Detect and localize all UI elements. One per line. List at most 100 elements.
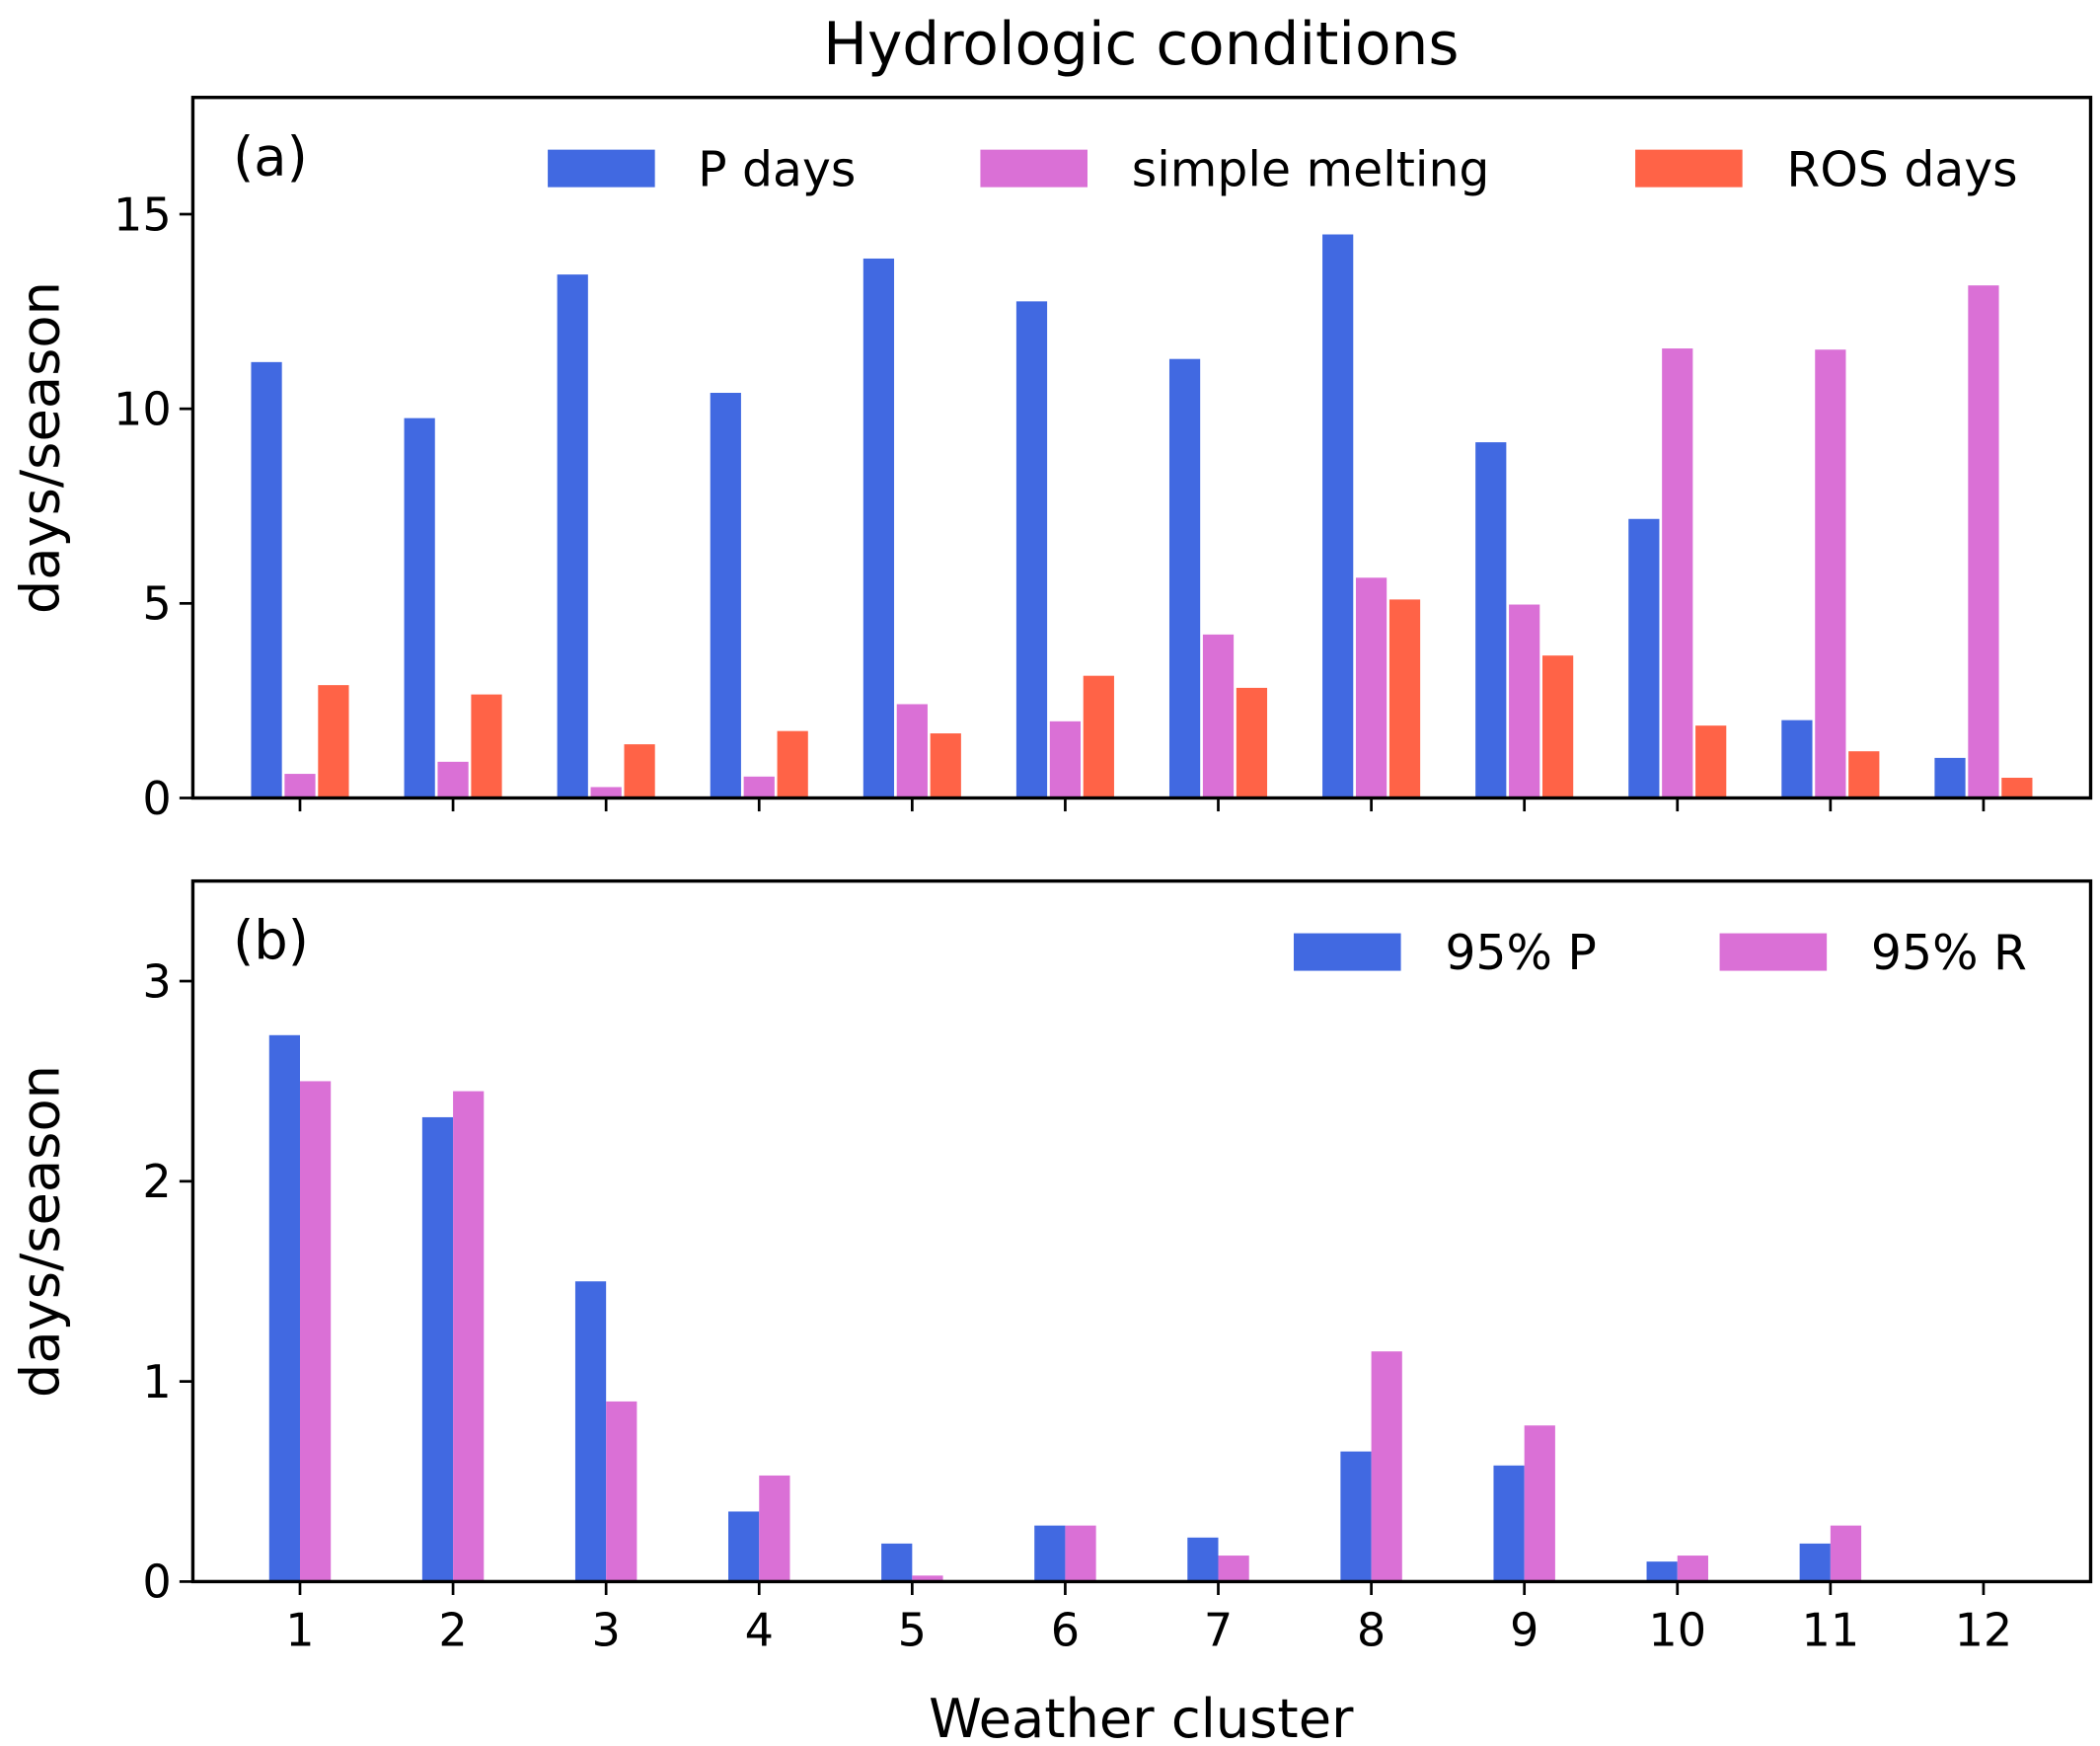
y-tick-label: 0 [142,1556,171,1609]
legend-label: 95% R [1871,925,2027,981]
y-tick-label: 2 [142,1155,171,1208]
x-tick-label: 10 [1648,1604,1706,1657]
bar-95-p-2 [421,1116,454,1582]
bar-ros-days-6 [1083,675,1114,798]
y-tick-label: 3 [142,954,171,1008]
bar-95-r-9 [1524,1425,1555,1582]
chart-title: Hydrologic conditions [823,11,1459,79]
bar-simple-melting-12 [1968,285,1999,798]
bar-95-p-10 [1646,1561,1678,1582]
axes-frame [190,878,2093,1584]
y-tick-label: 10 [113,382,172,435]
bar-ros-days-12 [2001,777,2033,798]
bar-95-p-6 [1034,1525,1066,1582]
x-tick-label: 6 [1051,1604,1080,1657]
bar-simple-melting-1 [284,774,316,798]
y-tick-label: 5 [142,577,171,631]
bar-p-days-4 [710,393,741,798]
x-tick-label: 7 [1204,1604,1233,1657]
bar-ros-days-7 [1236,687,1268,798]
bar-ros-days-11 [1848,751,1880,798]
bar-p-days-8 [1322,234,1354,798]
bar-simple-melting-8 [1355,577,1388,798]
bar-ros-days-5 [930,733,961,798]
legend-swatch [980,149,1088,188]
bar-ros-days-8 [1388,599,1421,798]
bar-simple-melting-3 [590,787,622,798]
bar-simple-melting-4 [743,776,775,798]
bar-95-p-7 [1187,1537,1219,1582]
bar-ros-days-1 [318,685,349,798]
x-tick-label: 3 [591,1604,620,1657]
legend-label: P days [698,141,856,197]
legend-label: 95% P [1445,925,1597,981]
bar-p-days-2 [404,418,435,798]
bar-95-r-3 [606,1401,638,1582]
x-tick-label: 5 [898,1604,927,1657]
legend: P days simple melting ROS days [548,141,2018,197]
bar-ros-days-3 [624,744,655,798]
bar-simple-melting-7 [1202,634,1235,798]
y-tick-label: 1 [142,1355,171,1408]
bar-p-days-5 [862,258,895,798]
bar-95-p-11 [1799,1543,1831,1582]
bar-p-days-10 [1628,518,1660,798]
bar-95-r-11 [1830,1525,1862,1582]
y-axis-label: days/season [10,281,72,614]
x-tick-label: 9 [1510,1604,1538,1657]
bar-ros-days-4 [777,730,808,798]
legend-swatch [1635,149,1743,188]
x-tick-label: 1 [285,1604,314,1657]
bar-95-p-1 [268,1034,300,1582]
x-tick-label: 8 [1357,1604,1386,1657]
bar-p-days-1 [251,361,282,798]
bar-95-p-8 [1340,1451,1372,1582]
legend: 95% P 95% R [1294,925,2027,981]
x-axis-label: Weather cluster [929,1688,1354,1746]
legend-swatch [1294,933,1401,971]
bar-ros-days-9 [1542,655,1574,798]
bar-95-r-5 [912,1575,943,1582]
bar-95-p-9 [1493,1465,1525,1582]
bar-95-r-8 [1371,1351,1402,1582]
bar-p-days-12 [1934,757,1966,798]
bar-95-r-10 [1677,1556,1708,1582]
legend-swatch [548,149,655,188]
bar-simple-melting-5 [896,704,928,798]
bar-simple-melting-6 [1049,721,1082,798]
legend-label: ROS days [1786,141,2017,197]
x-tick-label: 11 [1802,1604,1860,1657]
y-tick-label: 15 [113,188,172,241]
legend-swatch [1719,933,1828,971]
panel-label: (b) [233,909,309,971]
bar-95-p-4 [728,1511,760,1582]
axes-frame [190,96,2093,800]
bar-95-r-7 [1218,1556,1249,1582]
bar-simple-melting-10 [1662,348,1693,798]
bar-95-p-3 [574,1281,607,1582]
bar-95-r-1 [299,1081,332,1582]
bar-95-r-2 [453,1091,485,1582]
bar-ros-days-10 [1695,725,1727,798]
x-tick-label: 4 [745,1604,774,1657]
y-axis-label: days/season [10,1065,72,1398]
x-tick-label: 2 [438,1604,467,1657]
legend-label: simple melting [1132,141,1490,197]
bar-95-r-6 [1065,1525,1096,1582]
bar-p-days-7 [1168,358,1201,798]
y-tick-label: 0 [142,772,171,825]
bar-95-p-5 [881,1543,913,1582]
bar-simple-melting-11 [1815,349,1846,798]
panel-label: (a) [233,125,308,188]
bar-simple-melting-9 [1509,604,1540,798]
bar-p-days-6 [1015,301,1048,798]
x-tick-label: 12 [1955,1604,2013,1657]
bar-p-days-9 [1475,442,1507,798]
panel-a: 0 5 10 15 days/season (a) P days simple melting… [10,96,2093,825]
bar-ros-days-2 [471,694,502,798]
bar-p-days-11 [1781,720,1813,798]
bar-95-r-4 [759,1475,790,1582]
